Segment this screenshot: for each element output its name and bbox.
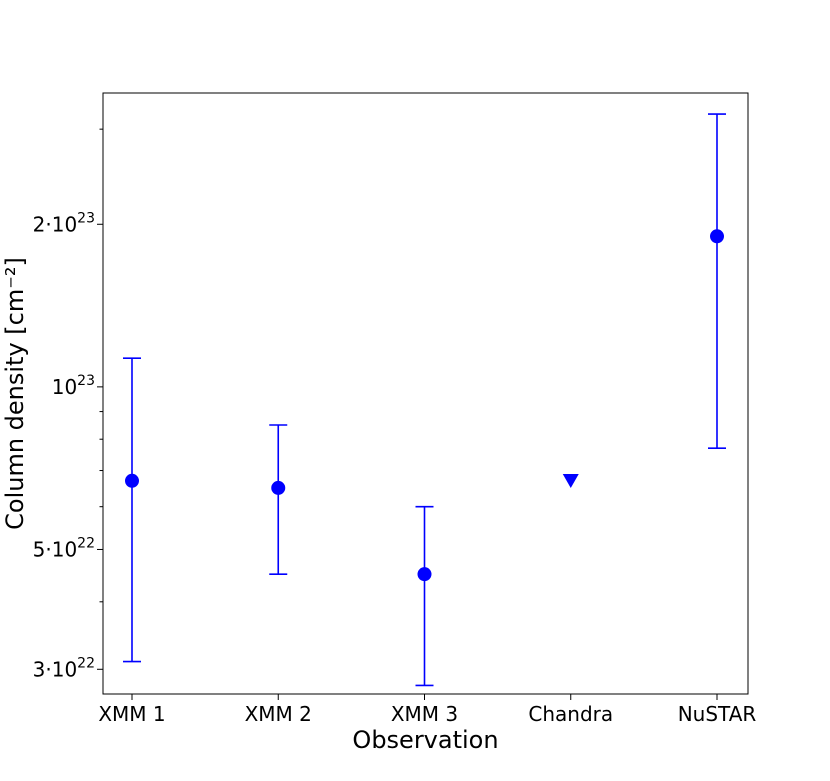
x-tick-label: XMM 1 [98, 702, 165, 726]
y-major-ticks: 3·1022 5·1022 1023 2·1023 [33, 210, 103, 681]
x-tick-label: XMM 2 [245, 702, 312, 726]
plot-frame [102, 92, 749, 695]
y-tick-label: 1023 [52, 373, 95, 399]
x-tick-label: Chandra [528, 702, 613, 726]
y-tick-label: 3·1022 [33, 655, 95, 681]
upper-limit-marker [562, 474, 579, 489]
y-minor-ticks [99, 128, 103, 603]
x-axis-label: Observation [352, 726, 498, 754]
y-axis-label: Column density [cm⁻²] [1, 257, 29, 530]
x-tick-label: NuSTAR [678, 702, 757, 726]
data-point [417, 567, 432, 582]
x-tick-label: XMM 3 [391, 702, 458, 726]
data-point [710, 229, 724, 244]
y-tick-label: 2·1023 [33, 210, 95, 236]
data-marks [123, 113, 726, 687]
x-ticks: XMM 1 XMM 2 XMM 3 Chandra NuSTAR [98, 694, 756, 726]
data-point [271, 480, 286, 495]
data-point [125, 473, 139, 488]
y-tick-label: 5·1022 [33, 535, 95, 561]
